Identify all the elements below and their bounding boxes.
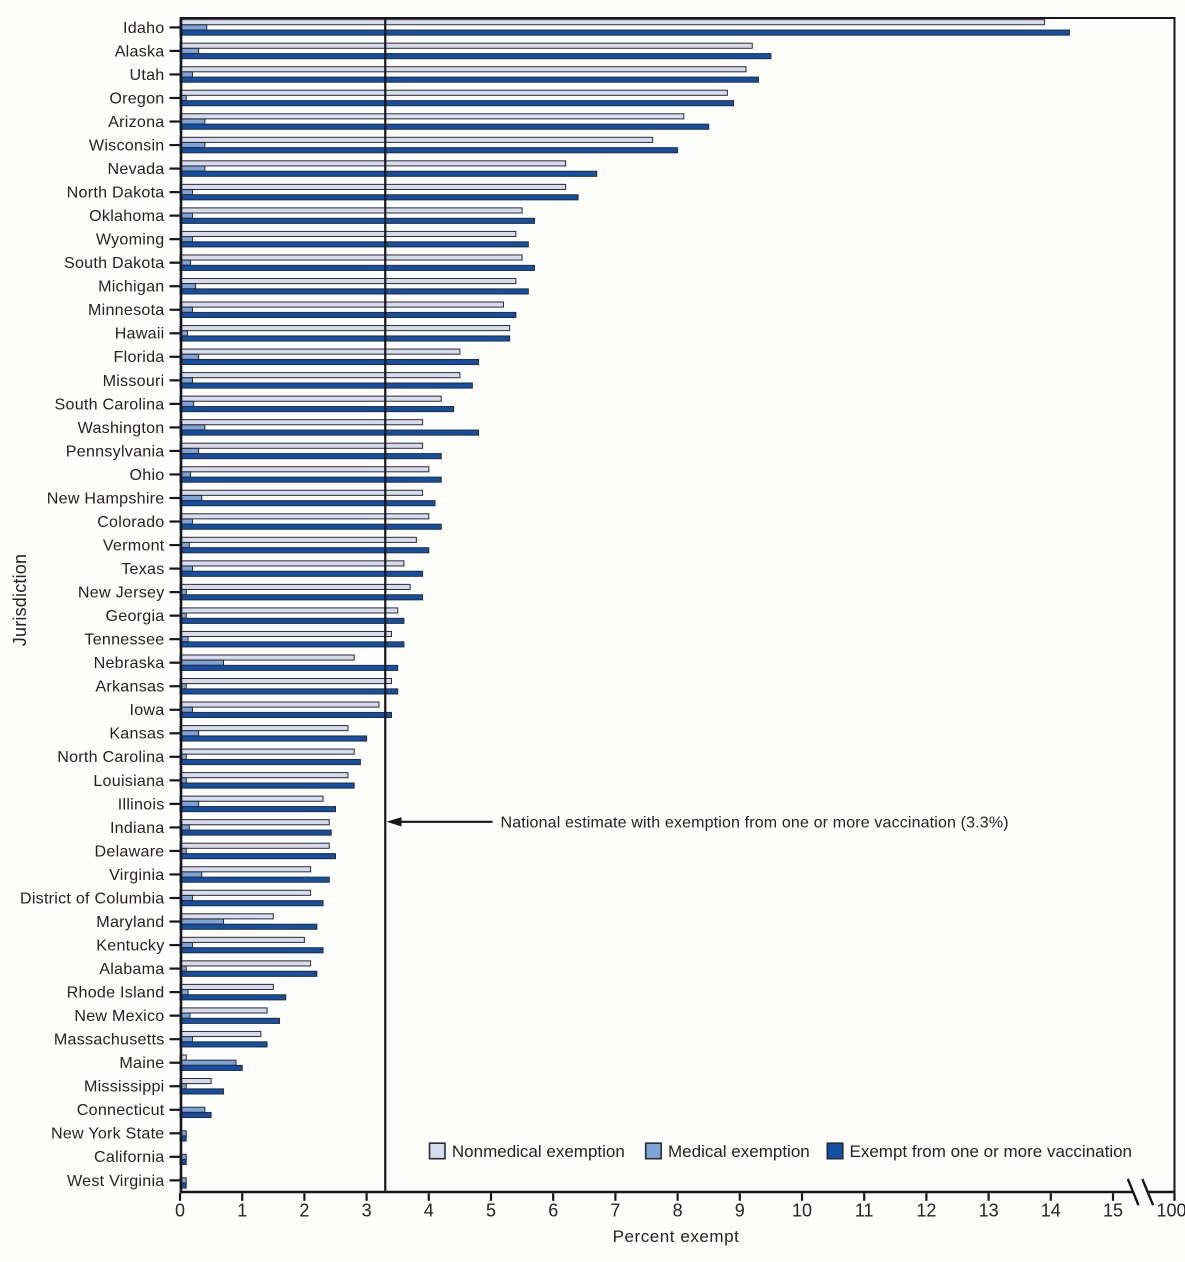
svg-text:Oklahoma: Oklahoma (89, 207, 164, 225)
svg-text:Nevada: Nevada (108, 160, 165, 178)
svg-text:6: 6 (548, 1201, 558, 1221)
svg-text:Arkansas: Arkansas (95, 678, 164, 696)
svg-text:12: 12 (916, 1201, 936, 1221)
svg-text:Washington: Washington (78, 419, 165, 437)
svg-text:Percent exempt: Percent exempt (613, 1227, 740, 1246)
svg-text:Arizona: Arizona (108, 113, 164, 131)
svg-text:Nebraska: Nebraska (94, 654, 165, 672)
svg-text:Texas: Texas (121, 560, 164, 578)
svg-text:New Mexico: New Mexico (74, 1007, 164, 1025)
svg-text:Kentucky: Kentucky (96, 936, 165, 954)
svg-text:Maine: Maine (119, 1054, 164, 1072)
svg-text:9: 9 (735, 1201, 745, 1221)
svg-text:California: California (94, 1148, 164, 1166)
svg-text:Colorado: Colorado (97, 513, 164, 531)
svg-text:New York State: New York State (51, 1125, 165, 1143)
svg-text:New Jersey: New Jersey (78, 584, 165, 602)
svg-text:Iowa: Iowa (130, 701, 165, 719)
svg-text:11: 11 (855, 1201, 874, 1221)
svg-text:Wyoming: Wyoming (96, 231, 165, 249)
svg-text:Massachusetts: Massachusetts (54, 1031, 165, 1049)
svg-text:Hawaii: Hawaii (115, 325, 165, 343)
svg-text:2: 2 (299, 1201, 309, 1221)
svg-text:Exempt from one or more vaccin: Exempt from one or more vaccination (850, 1142, 1133, 1161)
svg-text:3: 3 (362, 1201, 372, 1221)
svg-text:Nonmedical exemption: Nonmedical exemption (452, 1142, 625, 1161)
svg-text:10: 10 (792, 1201, 812, 1221)
svg-text:Mississippi: Mississippi (84, 1078, 165, 1096)
svg-text:Utah: Utah (130, 66, 165, 84)
svg-text:Pennsylvania: Pennsylvania (66, 442, 165, 460)
svg-text:0: 0 (175, 1201, 185, 1221)
svg-text:Missouri: Missouri (103, 372, 165, 390)
svg-text:North Dakota: North Dakota (67, 184, 165, 202)
svg-text:Georgia: Georgia (105, 607, 164, 625)
svg-text:Vermont: Vermont (103, 536, 165, 554)
svg-text:Michigan: Michigan (98, 278, 164, 296)
svg-text:7: 7 (610, 1201, 620, 1221)
svg-text:Medical exemption: Medical exemption (668, 1142, 810, 1161)
svg-text:North Carolina: North Carolina (57, 748, 164, 766)
svg-text:4: 4 (424, 1201, 434, 1221)
svg-text:Illinois: Illinois (118, 795, 165, 813)
svg-text:15: 15 (1103, 1201, 1123, 1221)
svg-text:Indiana: Indiana (110, 819, 165, 837)
svg-text:New Hampshire: New Hampshire (47, 489, 165, 507)
svg-text:Rhode Island: Rhode Island (67, 984, 165, 1002)
svg-text:Delaware: Delaware (95, 842, 165, 860)
svg-text:Wisconsin: Wisconsin (89, 136, 165, 154)
svg-text:8: 8 (673, 1201, 683, 1221)
svg-text:Maryland: Maryland (96, 913, 164, 931)
svg-text:Tennessee: Tennessee (84, 631, 164, 649)
svg-text:Virginia: Virginia (109, 866, 164, 884)
svg-text:13: 13 (979, 1201, 999, 1221)
svg-text:Louisiana: Louisiana (93, 772, 164, 790)
svg-text:Idaho: Idaho (123, 19, 165, 37)
svg-text:Kansas: Kansas (109, 725, 164, 743)
svg-text:Alabama: Alabama (99, 960, 164, 978)
svg-text:Minnesota: Minnesota (88, 301, 165, 319)
svg-text:Connecticut: Connecticut (77, 1101, 165, 1119)
svg-text:Oregon: Oregon (109, 89, 164, 107)
svg-text:14: 14 (1041, 1201, 1061, 1221)
svg-text:South Carolina: South Carolina (55, 395, 165, 413)
svg-text:Ohio: Ohio (130, 466, 165, 484)
svg-text:West Virginia: West Virginia (67, 1172, 164, 1190)
svg-text:District of Columbia: District of Columbia (20, 889, 165, 907)
svg-text:South Dakota: South Dakota (64, 254, 165, 272)
svg-text:5: 5 (486, 1201, 496, 1221)
svg-text:Alaska: Alaska (115, 42, 165, 60)
svg-text:1: 1 (237, 1201, 247, 1221)
svg-text:100: 100 (1156, 1201, 1185, 1221)
svg-text:National estimate with exempti: National estimate with exemption from on… (501, 815, 1009, 832)
svg-text:Jurisdiction: Jurisdiction (10, 554, 30, 646)
svg-text:Florida: Florida (114, 348, 165, 366)
